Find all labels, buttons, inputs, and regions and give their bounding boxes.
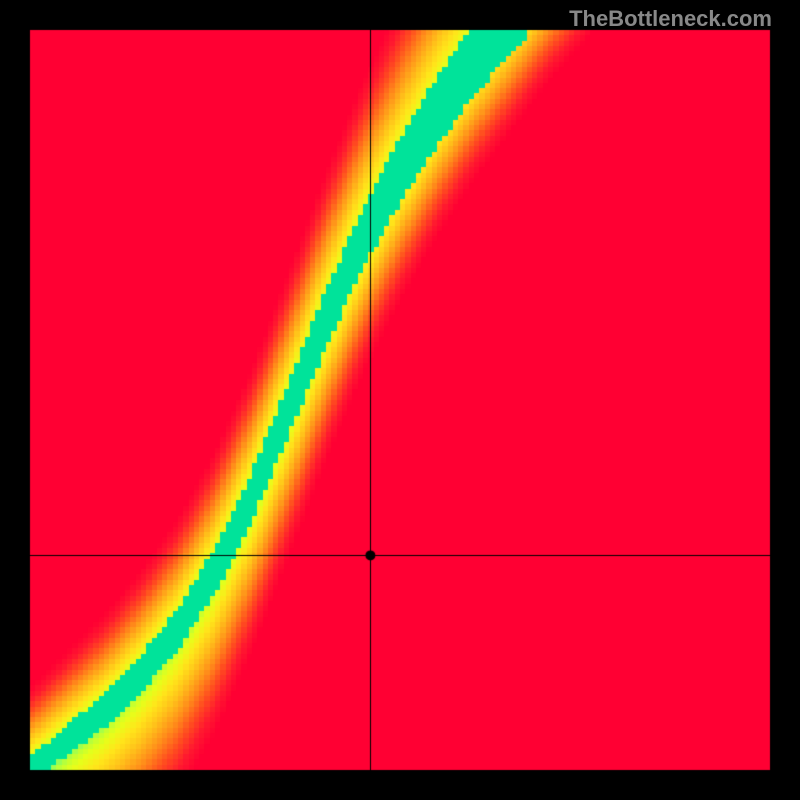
watermark-text: TheBottleneck.com <box>569 6 772 32</box>
heatmap-plot <box>0 0 800 800</box>
chart-container: { "watermark": { "text": "TheBottleneck.… <box>0 0 800 800</box>
